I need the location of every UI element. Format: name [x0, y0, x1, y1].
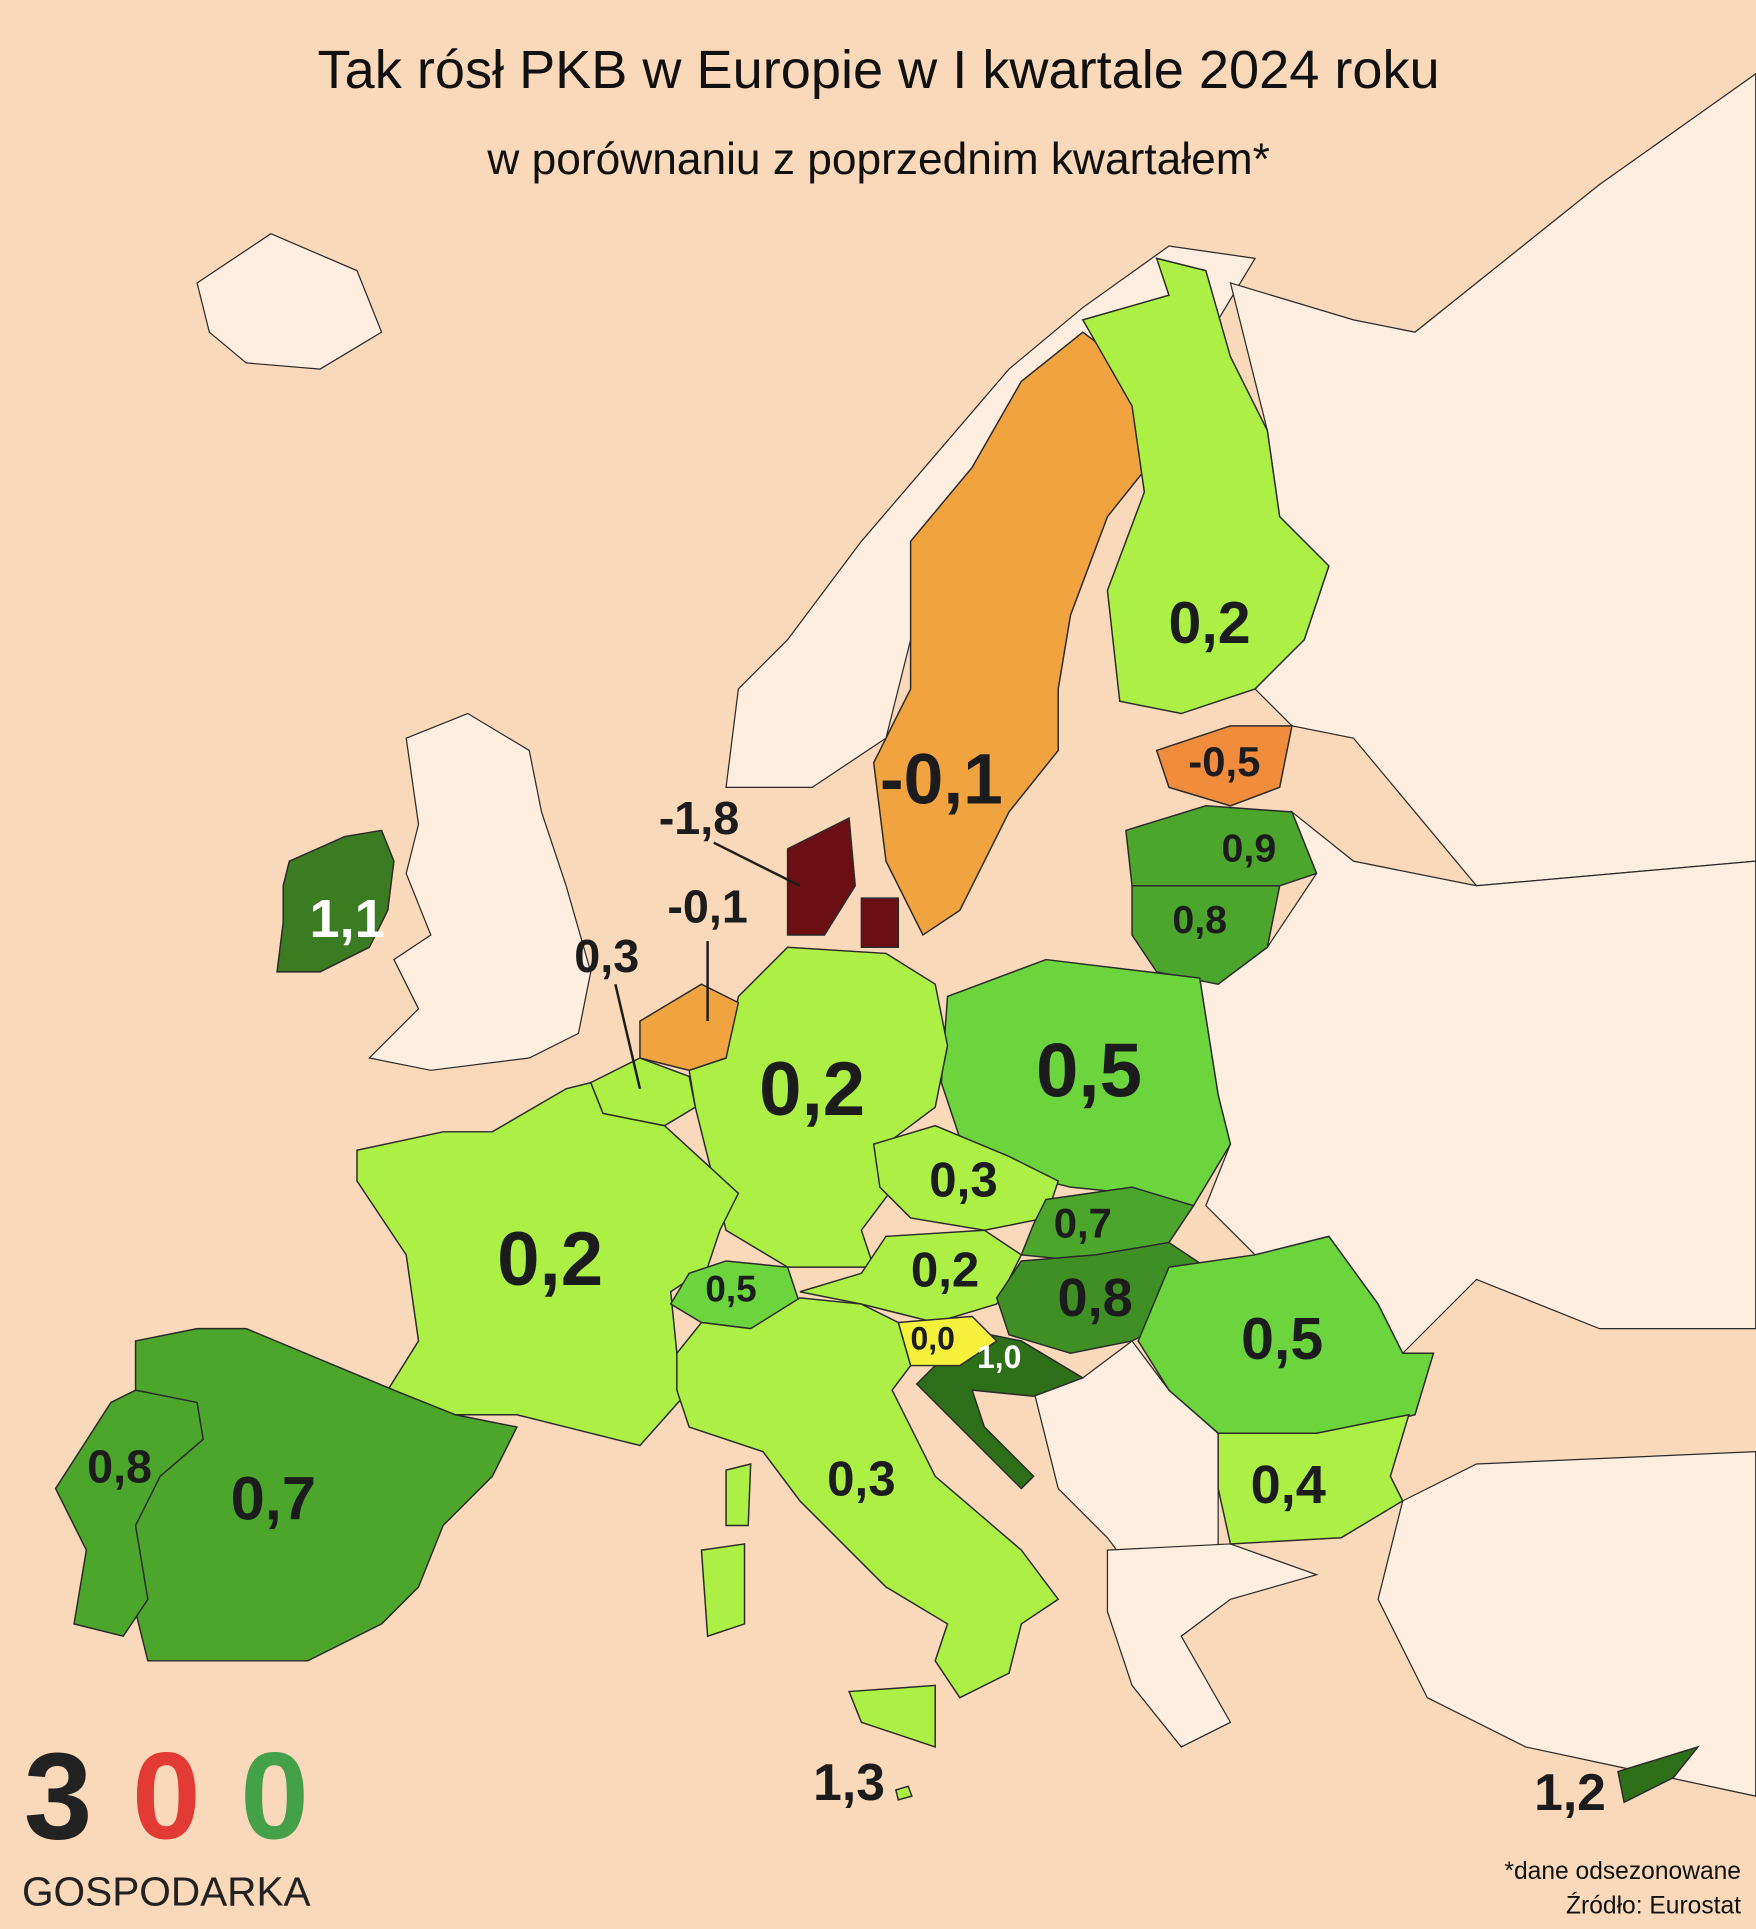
country-shape: [725, 1463, 752, 1527]
value-label: 0,7: [231, 1465, 316, 1534]
value-label: 0,2: [911, 1242, 979, 1297]
logo-digit: 0: [132, 1728, 200, 1865]
value-label: 0,5: [1241, 1306, 1323, 1372]
country-shape: [700, 1543, 746, 1638]
value-label: 0,3: [929, 1152, 997, 1207]
value-label: -0,1: [667, 881, 748, 933]
value-label: 1,3: [813, 1753, 885, 1811]
source: Źródło: Eurostat: [1566, 1892, 1741, 1919]
title: Tak rósł PKB w Europie w I kwartale 2024…: [318, 40, 1440, 100]
country-shape: [1137, 1235, 1435, 1441]
value-label: 0,7: [1054, 1200, 1112, 1247]
logo-name: GOSPODARKA: [22, 1868, 311, 1914]
country-shape: [786, 816, 856, 936]
leader-lines: [614, 841, 801, 1090]
value-label: 0,5: [705, 1268, 756, 1309]
country-shape: [676, 1297, 1060, 1699]
country-shape: [1155, 725, 1293, 807]
value-label: 0,3: [827, 1451, 895, 1506]
countries: [54, 257, 1701, 1804]
great-britain: [368, 712, 592, 1071]
value-label: 0,8: [87, 1440, 152, 1492]
value-label: 0,5: [1036, 1029, 1142, 1114]
value-label: 0,2: [1169, 590, 1251, 656]
value-label: 0,8: [1058, 1268, 1133, 1328]
country-shape: [1131, 885, 1281, 985]
country-shape: [915, 1327, 1085, 1490]
value-label: 0,8: [1172, 898, 1227, 942]
country-shape: [356, 1081, 740, 1447]
logo-digit: 0: [240, 1728, 308, 1865]
value-label: 0,4: [1251, 1455, 1326, 1515]
value-label: 0,0: [911, 1320, 955, 1356]
country-shape: [872, 331, 1158, 937]
value-label: -0,1: [880, 740, 1003, 820]
value-label: 0,2: [497, 1217, 603, 1302]
value-label: 1,1: [310, 889, 385, 949]
country-shape: [1081, 257, 1330, 715]
leader-line: [713, 841, 801, 887]
country-shape: [276, 829, 395, 973]
footnote: *dane odsezonowane: [1504, 1858, 1741, 1885]
value-label: 0,3: [574, 930, 639, 982]
value-label: -0,5: [1188, 738, 1260, 785]
country-shape: [848, 1684, 936, 1748]
country-shape: [54, 1389, 205, 1638]
greece: [1106, 1543, 1319, 1748]
logo: 3 0 0 GOSPODARKA: [22, 1728, 311, 1914]
value-label: 1,2: [1534, 1763, 1606, 1821]
logo-digit: 3: [24, 1728, 92, 1865]
country-shape: [589, 1057, 697, 1127]
country-shape: [1217, 1413, 1410, 1545]
iceland: [196, 233, 383, 370]
value-label: 0,2: [759, 1047, 865, 1132]
country-shape: [894, 1785, 913, 1801]
country-shape: [860, 897, 900, 949]
value-label: -1,8: [659, 792, 740, 844]
country-shape: [1617, 1745, 1701, 1804]
value-label: 1,0: [977, 1339, 1021, 1375]
leader-line: [614, 983, 642, 1090]
subtitle: w porównaniu z poprzednim kwartałem*: [486, 135, 1269, 184]
non-eu-land: [196, 72, 1756, 1797]
value-label: 0,9: [1222, 827, 1277, 871]
value-labels: -0,1 0,2 -0,5 0,9 0,8 0,5 0,2 0,2 -0,1 0,3 -1,8 1,1…: [87, 590, 1606, 1821]
